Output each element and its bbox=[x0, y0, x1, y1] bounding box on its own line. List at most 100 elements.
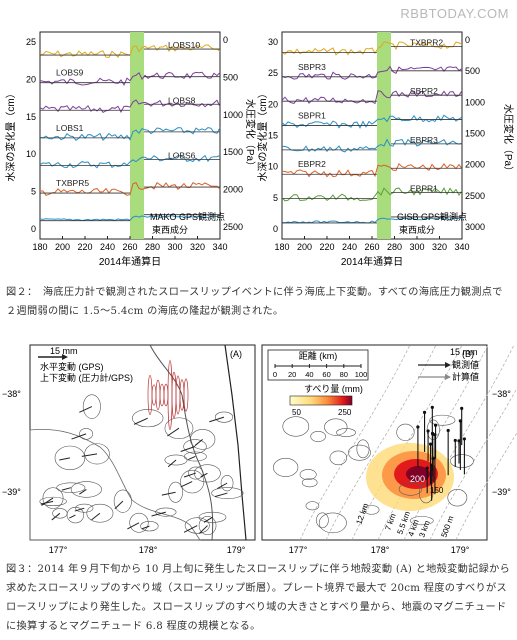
series-line bbox=[281, 187, 463, 202]
y-tick-left: 0 bbox=[273, 224, 278, 234]
error-ellipse bbox=[409, 516, 434, 526]
error-ellipse bbox=[301, 477, 318, 488]
horizontal-vector bbox=[161, 491, 176, 496]
horizontal-vector bbox=[180, 446, 196, 453]
depth-contour bbox=[455, 432, 517, 541]
station-label: LOBS10 bbox=[168, 40, 200, 50]
lon-tick: 179° bbox=[227, 545, 246, 555]
x-tick: 340 bbox=[212, 242, 227, 252]
error-ellipse bbox=[52, 508, 68, 519]
contour-label: 150 bbox=[430, 486, 444, 495]
x-tick: 260 bbox=[122, 242, 137, 252]
left-ylabel: 水深の変化量（cm） bbox=[4, 88, 17, 181]
y-tick-right: 2500 bbox=[465, 191, 485, 201]
error-ellipse bbox=[198, 511, 227, 523]
horizontal-vector bbox=[114, 500, 124, 510]
series-line bbox=[39, 71, 221, 86]
error-ellipse bbox=[316, 512, 329, 529]
panel-label: (B) bbox=[462, 349, 474, 359]
error-ellipse bbox=[42, 487, 64, 509]
y-tick-left: 0 bbox=[31, 224, 36, 234]
error-ellipse bbox=[79, 428, 94, 440]
y-tick-left: 20 bbox=[268, 99, 278, 109]
figure-2-caption: 図２： 海底圧力計で観測されたスロースリップイベントに伴う海底上下変動。すべての… bbox=[6, 287, 503, 317]
gps-station-label: MAKO GPS観測点 bbox=[150, 211, 225, 222]
x-tick: 220 bbox=[319, 242, 334, 252]
distance-tick: 60 bbox=[322, 370, 330, 379]
legend-horizontal: 水平変動 (GPS) bbox=[40, 361, 104, 372]
y-tick-right: 1000 bbox=[223, 110, 243, 120]
horizontal-vector bbox=[40, 500, 54, 505]
horizontal-vector bbox=[198, 525, 208, 534]
x-tick: 200 bbox=[297, 242, 312, 252]
right-ylabel: 水圧変化（Pa） bbox=[244, 99, 257, 171]
error-ellipse bbox=[318, 512, 347, 534]
lon-tick: 178° bbox=[139, 545, 158, 555]
horizontal-vector bbox=[61, 487, 71, 491]
distance-label: 距離 (km) bbox=[299, 350, 338, 361]
station-label: SBPR1 bbox=[298, 111, 326, 121]
figure-3-caption: 図３：2014 年９月下旬から 10 月上旬に発生したスロースリップに伴う地殻変… bbox=[6, 564, 511, 632]
error-ellipse bbox=[56, 482, 86, 493]
station-label: TXBPR5 bbox=[56, 178, 89, 188]
error-ellipse bbox=[356, 439, 370, 459]
error-ellipse bbox=[70, 481, 102, 498]
station-label: TXBPR2 bbox=[410, 37, 443, 47]
y-tick-right: 2000 bbox=[465, 160, 485, 170]
x-tick: 220 bbox=[77, 242, 92, 252]
error-ellipse bbox=[447, 488, 468, 507]
x-tick: 320 bbox=[432, 242, 447, 252]
horizontal-vector bbox=[127, 522, 140, 530]
depth-contour bbox=[403, 344, 515, 541]
horizontal-vector bbox=[151, 511, 167, 517]
y-tick-right: 0 bbox=[465, 35, 470, 45]
y-tick-right: 500 bbox=[465, 66, 480, 76]
x-tick: 180 bbox=[274, 242, 289, 252]
horizontal-vector bbox=[141, 525, 150, 530]
x-tick: 180 bbox=[32, 242, 47, 252]
horizontal-vector bbox=[183, 472, 196, 478]
horizontal-vector bbox=[59, 457, 71, 461]
error-ellipse bbox=[329, 450, 348, 466]
gps-station-label: GISB GPS観測点 bbox=[397, 211, 467, 222]
station-label: LOBS9 bbox=[56, 68, 84, 78]
x-tick: 260 bbox=[364, 242, 379, 252]
error-ellipse bbox=[211, 487, 244, 499]
error-ellipse bbox=[180, 469, 205, 494]
fig3-panel-b: 200 150 距離 (km) 0 20 40 60 80 100 15 mm 観測値 計… bbox=[261, 344, 517, 555]
horizontal-vector bbox=[133, 417, 148, 425]
x-tick: 240 bbox=[342, 242, 357, 252]
series-line bbox=[281, 65, 463, 80]
station-label: LOBS8 bbox=[168, 95, 196, 105]
x-tick: 340 bbox=[454, 242, 469, 252]
ssd-period-highlight bbox=[130, 32, 144, 239]
lon-tick: 177° bbox=[289, 545, 308, 555]
x-tick: 300 bbox=[409, 242, 424, 252]
y-tick-right: 1500 bbox=[223, 147, 243, 157]
figure-2: LOBS10 LOBS9 LOBS8 LOBS1 LOBS6 TXBPR5 0 5 10 15 2… bbox=[4, 31, 515, 268]
error-ellipse bbox=[155, 507, 177, 517]
error-ellipse bbox=[398, 482, 423, 496]
y-tick-right: 2500 bbox=[223, 222, 243, 232]
x-tick: 300 bbox=[167, 242, 182, 252]
y-tick-left: 5 bbox=[273, 193, 278, 203]
error-ellipse bbox=[396, 423, 415, 441]
x-tick: 320 bbox=[190, 242, 205, 252]
x-tick: 200 bbox=[55, 242, 70, 252]
peak-contour-label: 200 bbox=[410, 474, 425, 484]
legend-vertical: 上下変動 (圧力計/GPS) bbox=[40, 372, 133, 383]
depth-contour bbox=[429, 387, 517, 541]
distance-tick: 0 bbox=[273, 370, 277, 379]
slip-legend-title: すべり量 (mm) bbox=[304, 384, 363, 394]
horizontal-vector bbox=[74, 507, 85, 512]
error-ellipse bbox=[310, 430, 326, 442]
y-tick-left: 10 bbox=[26, 149, 36, 159]
x-tick: 280 bbox=[387, 242, 402, 252]
distance-tick: 40 bbox=[305, 370, 313, 379]
computed-label: 計算値 bbox=[452, 371, 479, 382]
watermark: RBBTODAY.COM bbox=[400, 6, 509, 21]
error-ellipse bbox=[129, 512, 149, 533]
station-label: SBPR3 bbox=[298, 62, 326, 72]
lat-tick: −39° bbox=[492, 487, 511, 497]
slip-tick: 50 bbox=[292, 408, 301, 417]
